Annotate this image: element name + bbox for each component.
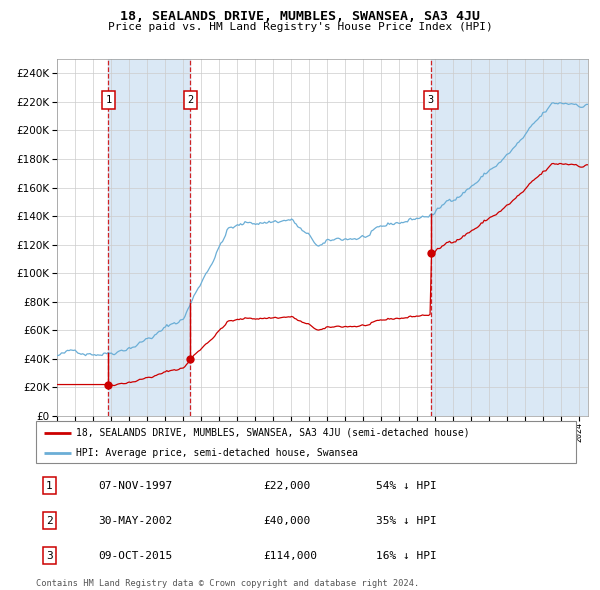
Text: Price paid vs. HM Land Registry's House Price Index (HPI): Price paid vs. HM Land Registry's House … xyxy=(107,22,493,32)
Text: 35% ↓ HPI: 35% ↓ HPI xyxy=(376,516,437,526)
Text: 1: 1 xyxy=(46,481,53,491)
Text: 18, SEALANDS DRIVE, MUMBLES, SWANSEA, SA3 4JU: 18, SEALANDS DRIVE, MUMBLES, SWANSEA, SA… xyxy=(120,10,480,23)
Text: Contains HM Land Registry data © Crown copyright and database right 2024.
This d: Contains HM Land Registry data © Crown c… xyxy=(36,579,419,590)
Text: 1: 1 xyxy=(105,95,112,105)
Text: 30-MAY-2002: 30-MAY-2002 xyxy=(98,516,172,526)
Text: 3: 3 xyxy=(428,95,434,105)
Text: £22,000: £22,000 xyxy=(263,481,310,491)
FancyBboxPatch shape xyxy=(36,421,576,463)
Text: £114,000: £114,000 xyxy=(263,550,317,560)
Text: 09-OCT-2015: 09-OCT-2015 xyxy=(98,550,172,560)
Text: HPI: Average price, semi-detached house, Swansea: HPI: Average price, semi-detached house,… xyxy=(77,448,359,458)
Text: 18, SEALANDS DRIVE, MUMBLES, SWANSEA, SA3 4JU (semi-detached house): 18, SEALANDS DRIVE, MUMBLES, SWANSEA, SA… xyxy=(77,428,470,438)
Text: 3: 3 xyxy=(46,550,53,560)
Text: 07-NOV-1997: 07-NOV-1997 xyxy=(98,481,172,491)
Bar xyxy=(109,59,190,416)
Text: 16% ↓ HPI: 16% ↓ HPI xyxy=(376,550,437,560)
Text: 54% ↓ HPI: 54% ↓ HPI xyxy=(376,481,437,491)
Bar xyxy=(431,59,588,416)
Text: £40,000: £40,000 xyxy=(263,516,310,526)
Text: 2: 2 xyxy=(46,516,53,526)
Text: 2: 2 xyxy=(187,95,194,105)
